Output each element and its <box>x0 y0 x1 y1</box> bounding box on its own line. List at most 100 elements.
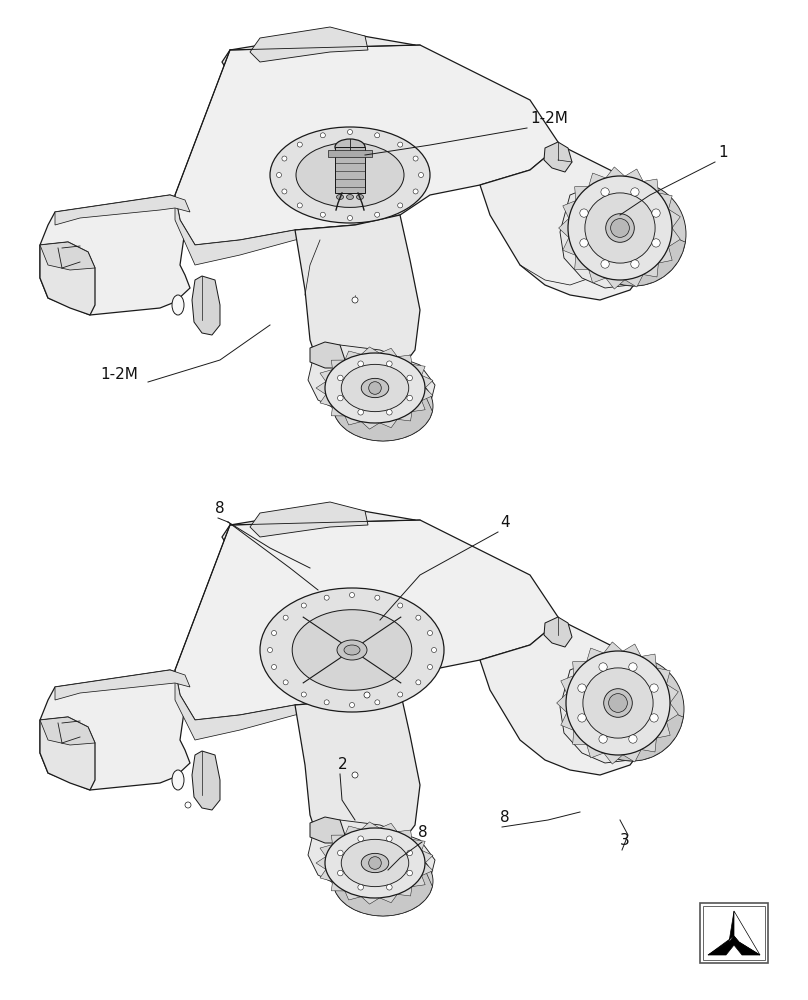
Ellipse shape <box>344 645 360 655</box>
Circle shape <box>386 884 392 890</box>
Polygon shape <box>380 823 398 832</box>
Circle shape <box>407 870 412 876</box>
Ellipse shape <box>356 194 364 200</box>
Polygon shape <box>326 868 432 916</box>
Text: 8: 8 <box>215 501 225 516</box>
Circle shape <box>398 203 402 208</box>
Polygon shape <box>222 32 420 75</box>
Circle shape <box>398 603 402 608</box>
Polygon shape <box>560 185 660 288</box>
Polygon shape <box>668 228 680 247</box>
Polygon shape <box>643 263 659 277</box>
Polygon shape <box>412 876 425 887</box>
Circle shape <box>271 664 276 669</box>
Circle shape <box>599 735 608 743</box>
Polygon shape <box>667 703 678 722</box>
Polygon shape <box>587 648 604 662</box>
Polygon shape <box>659 193 672 209</box>
Polygon shape <box>175 520 560 720</box>
Polygon shape <box>380 419 398 428</box>
Polygon shape <box>295 690 420 865</box>
Circle shape <box>386 836 392 842</box>
Circle shape <box>297 142 302 147</box>
Text: 1-2M: 1-2M <box>530 111 568 126</box>
Polygon shape <box>398 887 412 896</box>
Circle shape <box>324 700 329 705</box>
Polygon shape <box>623 644 642 656</box>
Polygon shape <box>345 351 361 360</box>
Polygon shape <box>480 145 655 300</box>
Circle shape <box>350 702 355 708</box>
Ellipse shape <box>292 610 412 690</box>
Polygon shape <box>561 713 574 730</box>
Circle shape <box>407 850 412 856</box>
Polygon shape <box>625 169 643 181</box>
Circle shape <box>413 156 418 161</box>
Polygon shape <box>40 717 95 790</box>
Circle shape <box>338 395 343 401</box>
Ellipse shape <box>341 364 409 412</box>
Polygon shape <box>606 167 625 178</box>
Polygon shape <box>316 382 326 394</box>
Polygon shape <box>561 676 574 693</box>
Polygon shape <box>398 412 412 421</box>
Circle shape <box>375 133 380 138</box>
Polygon shape <box>656 668 670 684</box>
Circle shape <box>652 209 660 217</box>
Ellipse shape <box>172 295 184 315</box>
Ellipse shape <box>566 651 670 755</box>
Polygon shape <box>320 845 332 857</box>
Circle shape <box>267 648 272 652</box>
Circle shape <box>283 615 288 620</box>
Polygon shape <box>642 738 656 752</box>
Circle shape <box>578 714 586 722</box>
Ellipse shape <box>361 853 389 873</box>
Circle shape <box>427 631 432 636</box>
Circle shape <box>601 260 609 268</box>
Polygon shape <box>40 242 95 270</box>
Circle shape <box>358 836 364 842</box>
Ellipse shape <box>337 640 367 660</box>
Circle shape <box>407 395 412 401</box>
Circle shape <box>271 631 276 636</box>
Polygon shape <box>310 342 345 368</box>
Ellipse shape <box>604 689 633 717</box>
Polygon shape <box>422 863 433 876</box>
Text: 3: 3 <box>620 833 629 848</box>
Polygon shape <box>412 364 425 375</box>
Circle shape <box>416 680 421 685</box>
Polygon shape <box>604 642 623 653</box>
Circle shape <box>352 297 358 303</box>
Circle shape <box>301 692 306 697</box>
Polygon shape <box>544 142 572 172</box>
Circle shape <box>601 188 609 196</box>
Circle shape <box>413 189 418 194</box>
Ellipse shape <box>333 371 433 441</box>
Polygon shape <box>361 422 380 429</box>
Polygon shape <box>422 850 433 863</box>
Polygon shape <box>642 654 656 668</box>
Polygon shape <box>398 830 412 839</box>
Circle shape <box>650 684 659 692</box>
Circle shape <box>629 735 637 743</box>
Polygon shape <box>569 236 685 286</box>
Polygon shape <box>331 881 345 891</box>
Circle shape <box>297 203 302 208</box>
Polygon shape <box>250 27 368 62</box>
Polygon shape <box>335 147 365 193</box>
Polygon shape <box>40 242 95 315</box>
Polygon shape <box>361 897 380 904</box>
Polygon shape <box>574 187 589 201</box>
Circle shape <box>416 615 421 620</box>
Polygon shape <box>574 255 589 269</box>
Circle shape <box>338 870 343 876</box>
Polygon shape <box>667 684 678 703</box>
Circle shape <box>368 857 381 869</box>
Polygon shape <box>589 269 606 283</box>
Polygon shape <box>623 750 642 762</box>
Polygon shape <box>412 839 425 850</box>
Ellipse shape <box>568 176 672 280</box>
Polygon shape <box>331 835 345 845</box>
Polygon shape <box>175 670 360 740</box>
Circle shape <box>580 239 588 247</box>
